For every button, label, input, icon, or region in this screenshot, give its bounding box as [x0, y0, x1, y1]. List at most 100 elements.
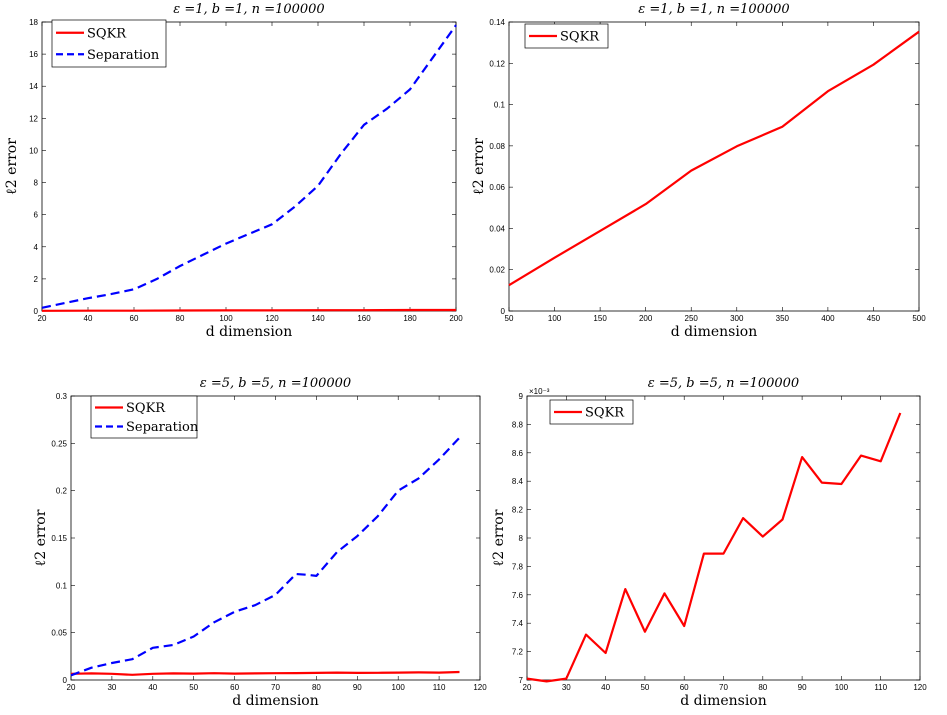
x-axis-label: d dimension [206, 324, 293, 340]
legend: SQKR [549, 399, 634, 425]
y-tick-label: 7.2 [512, 648, 524, 657]
x-tick-label: 200 [639, 314, 653, 323]
x-tick-label: 70 [271, 683, 280, 692]
y-tick-label: 8 [519, 534, 524, 543]
x-tick-label: 50 [640, 683, 649, 692]
chart-panel-1: 20 40 60 80 100 120 140 160 180 200 0 2 4 6 8 10 12 14 16 1… [4, 2, 463, 340]
chart-panel-2: 50 100 150 200 250 300 350 400 450 500 0 0.02 0.04 0.… [471, 2, 926, 340]
x-tick-label: 40 [148, 683, 157, 692]
x-tick-label: 80 [176, 314, 185, 323]
y-tick-label: 0.08 [489, 142, 505, 151]
y-tick-label: 4 [34, 243, 39, 252]
plot-area [41, 21, 457, 312]
y-tick-label: 0.1 [494, 101, 506, 110]
y-axis-label: ℓ2 error [4, 138, 20, 195]
x-tick-label: 180 [403, 314, 417, 323]
x-tick-label: 160 [357, 314, 371, 323]
chart-title: ε =1, b =1, n =100000 [173, 2, 324, 17]
x-tick-label: 30 [562, 683, 571, 692]
y-tick-label: 0.12 [489, 59, 505, 68]
x-tick-label: 80 [758, 683, 767, 692]
x-tick-label: 30 [107, 683, 116, 692]
x-tick-label: 100 [392, 683, 406, 692]
x-tick-label: 40 [84, 314, 93, 323]
y-tick-label: 0.2 [56, 487, 68, 496]
x-tick-label: 60 [130, 314, 139, 323]
y-tick-label: 2 [34, 275, 39, 284]
x-tick-label: 120 [913, 683, 927, 692]
chart-panel-4: 20 30 40 50 60 70 80 90 100 110 120 7 7.2 7.4 7.6 7.8 8 8… [491, 376, 927, 709]
y-tick-label: 0.15 [51, 534, 67, 543]
legend-label: SQKR [126, 401, 166, 416]
y-axis-multiplier: ×10⁻³ [529, 387, 550, 396]
x-tick-label: 250 [685, 314, 699, 323]
x-tick-label: 300 [730, 314, 744, 323]
y-tick-label: 7.6 [512, 591, 524, 600]
chart-title: ε =1, b =1, n =100000 [638, 2, 789, 17]
plot-area [70, 395, 481, 681]
x-tick-label: 60 [230, 683, 239, 692]
x-tick-label: 200 [449, 314, 463, 323]
series-line-sqkr [70, 670, 460, 676]
x-tick-label: 100 [548, 314, 562, 323]
chart-title: ε =5, b =5, n =100000 [648, 376, 799, 391]
y-tick-label: 0.05 [51, 629, 67, 638]
series-line-sqkr [526, 412, 902, 683]
x-tick-label: 450 [867, 314, 881, 323]
y-tick-label: 7.8 [512, 562, 524, 571]
x-tick-label: 70 [719, 683, 728, 692]
legend-box [51, 19, 167, 68]
y-tick-label: 8 [34, 179, 39, 188]
legend-box [90, 395, 198, 439]
legend-label: Separation [126, 420, 199, 435]
legend-label: SQKR [560, 30, 600, 45]
y-tick-label: 7.4 [512, 619, 524, 628]
legend-label: SQKR [585, 406, 625, 421]
x-tick-label: 140 [311, 314, 325, 323]
x-tick-label: 100 [219, 314, 233, 323]
legend-label: SQKR [87, 26, 127, 41]
x-tick-label: 40 [601, 683, 610, 692]
y-tick-label: 0.3 [56, 392, 68, 401]
x-tick-label: 120 [473, 683, 487, 692]
x-tick-label: 400 [821, 314, 835, 323]
y-tick-label: 12 [29, 114, 38, 123]
y-tick-label: 0.1 [56, 581, 68, 590]
x-tick-label: 80 [312, 683, 321, 692]
y-tick-label: 0.06 [489, 183, 505, 192]
legend-label: Separation [87, 48, 160, 63]
x-axis-label: d dimension [680, 693, 767, 709]
x-tick-label: 90 [798, 683, 807, 692]
legend: SQKR Separation [90, 395, 199, 439]
x-tick-label: 350 [776, 314, 790, 323]
y-tick-label: 8.8 [512, 420, 524, 429]
x-tick-label: 110 [433, 683, 446, 692]
y-tick-label: 9 [519, 392, 524, 401]
y-axis-label: ℓ2 error [33, 509, 49, 566]
y-tick-label: 7 [519, 676, 524, 685]
legend: SQKR [524, 23, 609, 49]
y-tick-label: 10 [29, 146, 38, 155]
chart-title: ε =5, b =5, n =100000 [200, 376, 351, 391]
y-tick-label: 0 [34, 307, 39, 316]
series-line-sqkr [508, 30, 920, 287]
x-tick-label: 20 [67, 683, 76, 692]
y-tick-label: 0 [63, 676, 68, 685]
y-axis-label: ℓ2 error [471, 138, 487, 195]
x-axis-label: d dimension [671, 324, 758, 340]
y-tick-label: 18 [29, 18, 38, 27]
y-tick-label: 8.4 [512, 477, 524, 486]
x-tick-label: 500 [912, 314, 926, 323]
legend: SQKR Separation [51, 19, 167, 68]
y-tick-label: 8.2 [512, 506, 524, 515]
y-tick-label: 8.6 [512, 449, 524, 458]
x-tick-label: 100 [835, 683, 849, 692]
x-tick-label: 110 [874, 683, 887, 692]
y-tick-label: 0.04 [489, 224, 505, 233]
y-tick-label: 0.14 [489, 18, 505, 27]
series-line-sqkr [41, 308, 456, 312]
x-tick-label: 150 [593, 314, 607, 323]
x-tick-label: 20 [38, 314, 47, 323]
y-tick-label: 0 [501, 307, 506, 316]
y-tick-label: 16 [29, 50, 38, 59]
